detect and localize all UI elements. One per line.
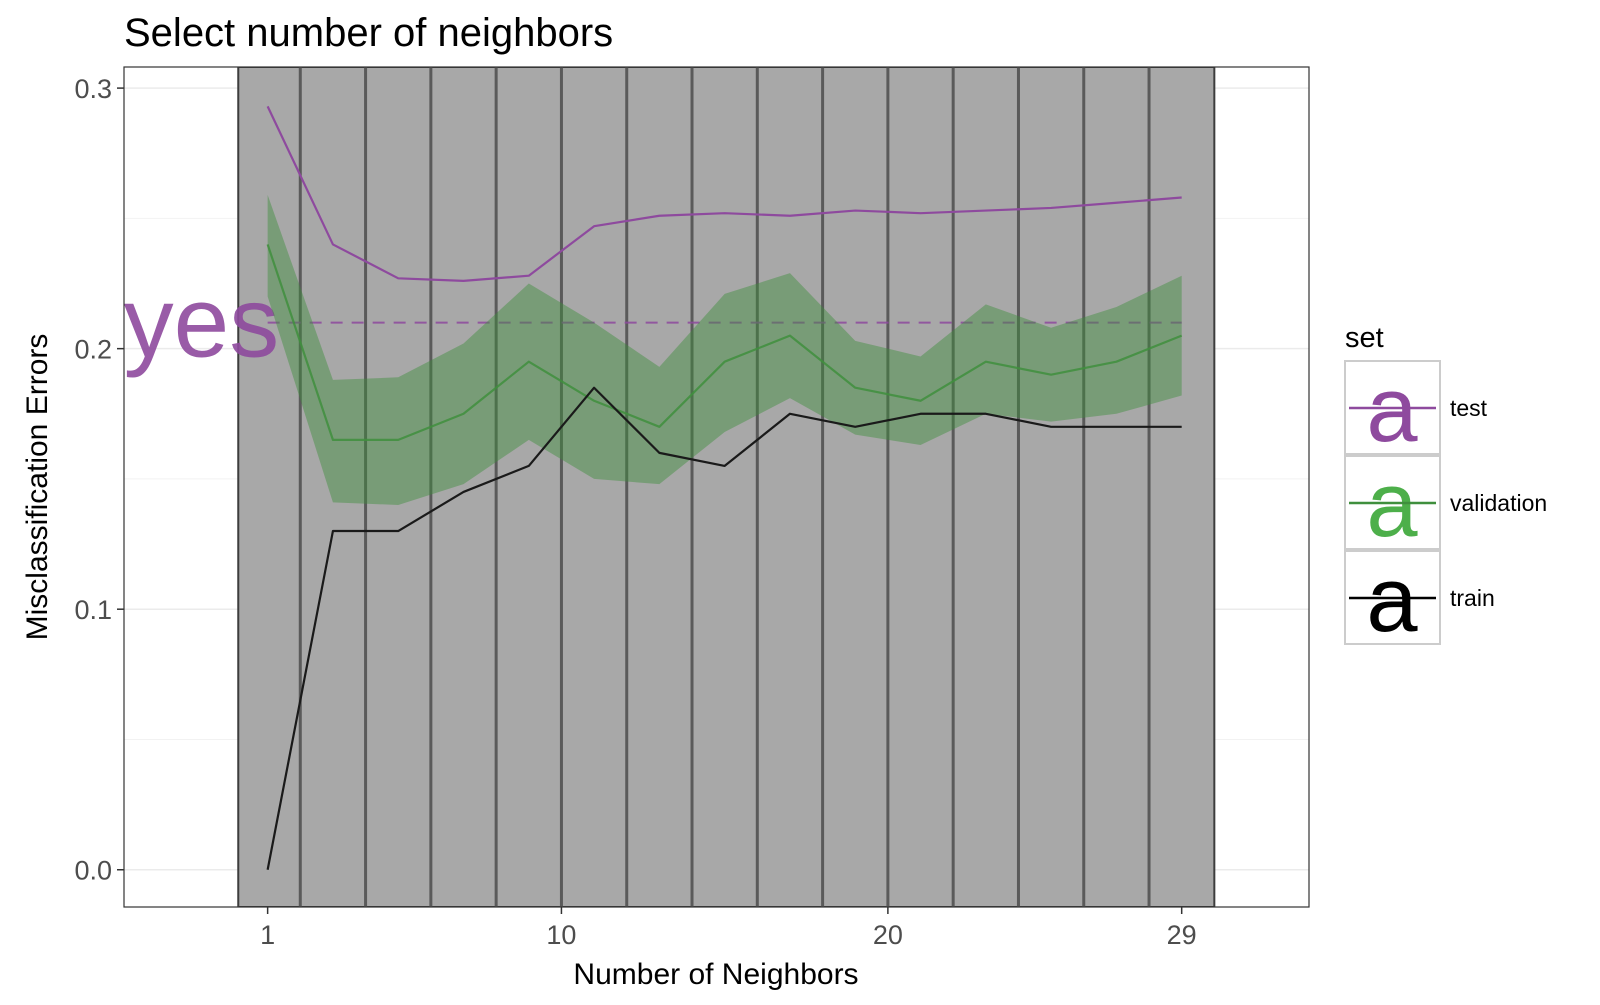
x-tick-label: 1 xyxy=(260,920,275,950)
legend-key-glyph: a xyxy=(1366,454,1418,556)
y-tick-label: 0.2 xyxy=(74,335,112,365)
y-tick-label: 0.0 xyxy=(74,856,112,886)
legend-label: test xyxy=(1450,395,1488,421)
legend-title: set xyxy=(1345,322,1384,354)
x-axis-title: Number of Neighbors xyxy=(573,958,858,991)
y-tick-label: 0.1 xyxy=(74,595,112,625)
legend: set a test a validation a train xyxy=(1345,322,1547,651)
legend-key-glyph: a xyxy=(1366,359,1418,461)
x-tick-label: 20 xyxy=(873,920,903,950)
chart-title: Select number of neighbors xyxy=(124,11,613,55)
legend-item-validation: a validation xyxy=(1345,454,1547,556)
legend-label: validation xyxy=(1450,490,1547,516)
legend-label: train xyxy=(1450,585,1495,611)
plot-clip-group: Bayes xyxy=(1,67,1328,907)
legend-item-test: a test xyxy=(1345,359,1488,461)
x-tick-label: 29 xyxy=(1167,920,1197,950)
legend-item-train: a train xyxy=(1345,549,1495,651)
legend-key-glyph: a xyxy=(1366,549,1418,651)
x-tick-label: 10 xyxy=(546,920,576,950)
y-axis-title: Misclassification Errors xyxy=(21,334,54,641)
y-tick-label: 0.3 xyxy=(74,74,112,104)
